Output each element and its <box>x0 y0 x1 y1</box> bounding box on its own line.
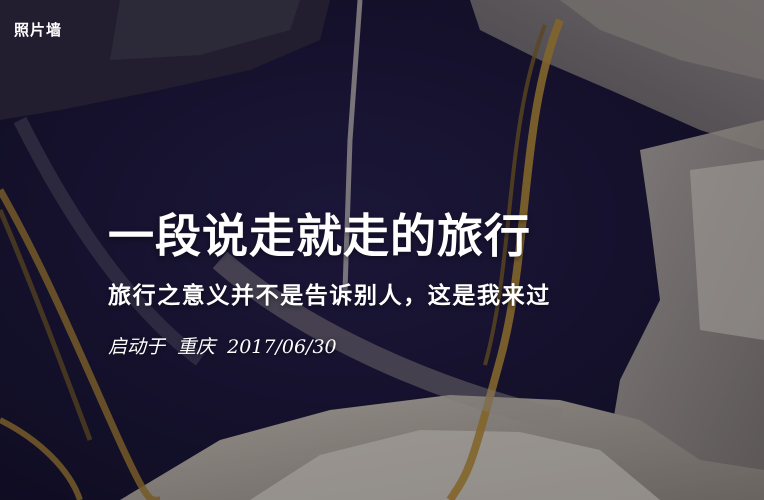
brand-link[interactable]: 照片墙 <box>14 21 63 39</box>
post-title: 一段说走就走的旅行 <box>108 209 531 263</box>
meta-date: 2017/06/30 <box>227 336 337 358</box>
meta-location: 重庆 <box>177 336 216 358</box>
post-heading: 一段说走就走的旅行 旅行之意义并不是告诉别人，这是我来过 启动于 重庆 2017… <box>108 206 764 360</box>
post-subtitle: 旅行之意义并不是告诉别人，这是我来过 <box>108 283 551 309</box>
meta-prefix: 启动于 <box>108 336 166 358</box>
post-meta: 启动于 重庆 2017/06/30 <box>108 334 764 360</box>
